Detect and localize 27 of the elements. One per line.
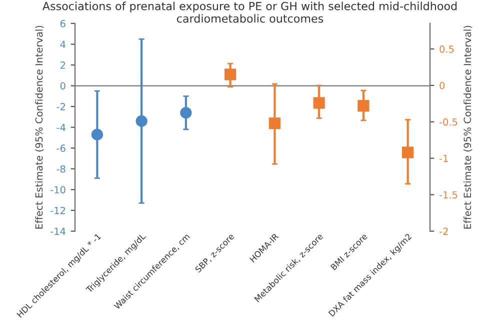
point <box>224 68 236 80</box>
y-tick-label: 6 <box>60 20 66 28</box>
y-tick-label: -4 <box>56 124 66 131</box>
y-tick-label: -8 <box>56 165 66 173</box>
y-tick-label: -10 <box>50 186 66 194</box>
y2-tick-label: -1.5 <box>440 191 458 199</box>
y-axis-title: Effect Estimate (95% Confidence Interval) <box>35 26 44 229</box>
y-tick-label: -2 <box>56 103 65 110</box>
point <box>136 115 148 127</box>
y-tick-label: 4 <box>60 40 66 48</box>
y-tick-label: 0 <box>60 82 66 90</box>
y2-axis-title: Effect Estimate (95% Confidence Interval) <box>464 26 472 229</box>
point <box>268 117 280 130</box>
y-tick-label: -6 <box>56 144 66 152</box>
point <box>358 100 370 112</box>
y2-tick-label: 0 <box>440 82 445 90</box>
y-tick-label: 2 <box>60 61 65 69</box>
y2-tick-label: -2 <box>440 228 448 235</box>
point <box>402 146 414 158</box>
y2-tick-label: -0.5 <box>440 118 458 126</box>
y-tick-label: -12 <box>50 206 65 214</box>
point <box>313 97 325 109</box>
point <box>180 106 192 119</box>
y2-tick-label: 0.5 <box>440 45 454 53</box>
y2-tick-label: -1 <box>440 154 448 162</box>
y-tick-label: -14 <box>50 228 66 235</box>
point <box>91 128 103 140</box>
